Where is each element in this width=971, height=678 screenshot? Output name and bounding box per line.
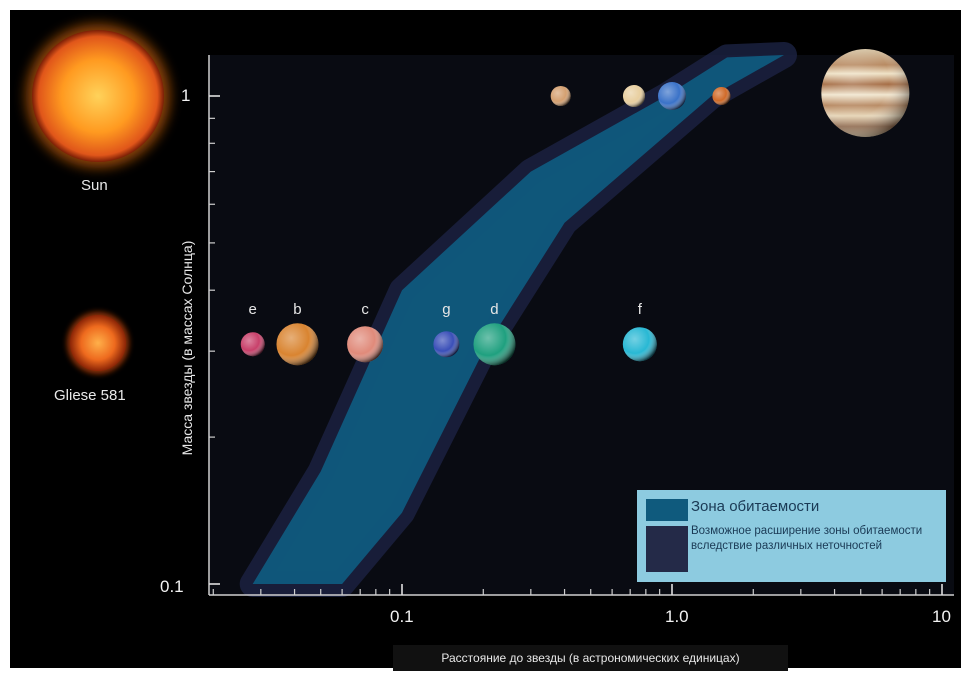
ytick-label-0-1: 0.1 [160, 577, 184, 596]
planet-label-d: d [490, 301, 498, 318]
planet-shade [622, 327, 657, 362]
legend-label-extension: Возможное расширение зоны обитаемости вс… [691, 525, 923, 552]
planet-shade [821, 49, 910, 137]
planet-shade [712, 87, 731, 105]
y-axis-label: Масса звезды (в массах Солнца) [179, 236, 195, 460]
planet-shade [433, 331, 460, 358]
legend-swatch-extension [646, 526, 688, 572]
legend-label-habitable: Зона обитаемости [691, 498, 820, 515]
gliese-581-label: Gliese 581 [54, 387, 126, 404]
xtick-label-0-1: 0.1 [390, 607, 414, 626]
planet-shade [473, 323, 516, 366]
planet-label-c: c [361, 301, 369, 318]
legend-swatch-habitable [646, 499, 688, 521]
planet-shade [658, 82, 686, 110]
planet-label-g: g [442, 301, 450, 318]
legend: Зона обитаемости Возможное расширение зо… [637, 490, 946, 582]
sun-label: Sun [81, 177, 108, 194]
sun-image [26, 24, 170, 168]
planet-shade [347, 326, 384, 363]
planet-shade [276, 323, 319, 366]
planet-label-e: e [249, 301, 257, 318]
planet-shade [622, 85, 645, 107]
gliese-581-image [67, 312, 129, 374]
xtick-label-10: 10 [932, 607, 951, 626]
planet-label-b: b [293, 301, 301, 318]
planet-label-f: f [638, 301, 643, 318]
ytick-label-1: 1 [181, 86, 191, 105]
figure-frame: e b c g d f Sun Gliese 581 1 0.1 0.1 1.0 10 М… [10, 10, 961, 671]
x-axis-label: Расстояние до звезды (в астрономических … [393, 645, 788, 671]
planet-shade [550, 86, 571, 106]
habitable-zone [252, 55, 784, 584]
xtick-label-1-0: 1.0 [665, 607, 689, 626]
planet-shade [240, 332, 265, 357]
